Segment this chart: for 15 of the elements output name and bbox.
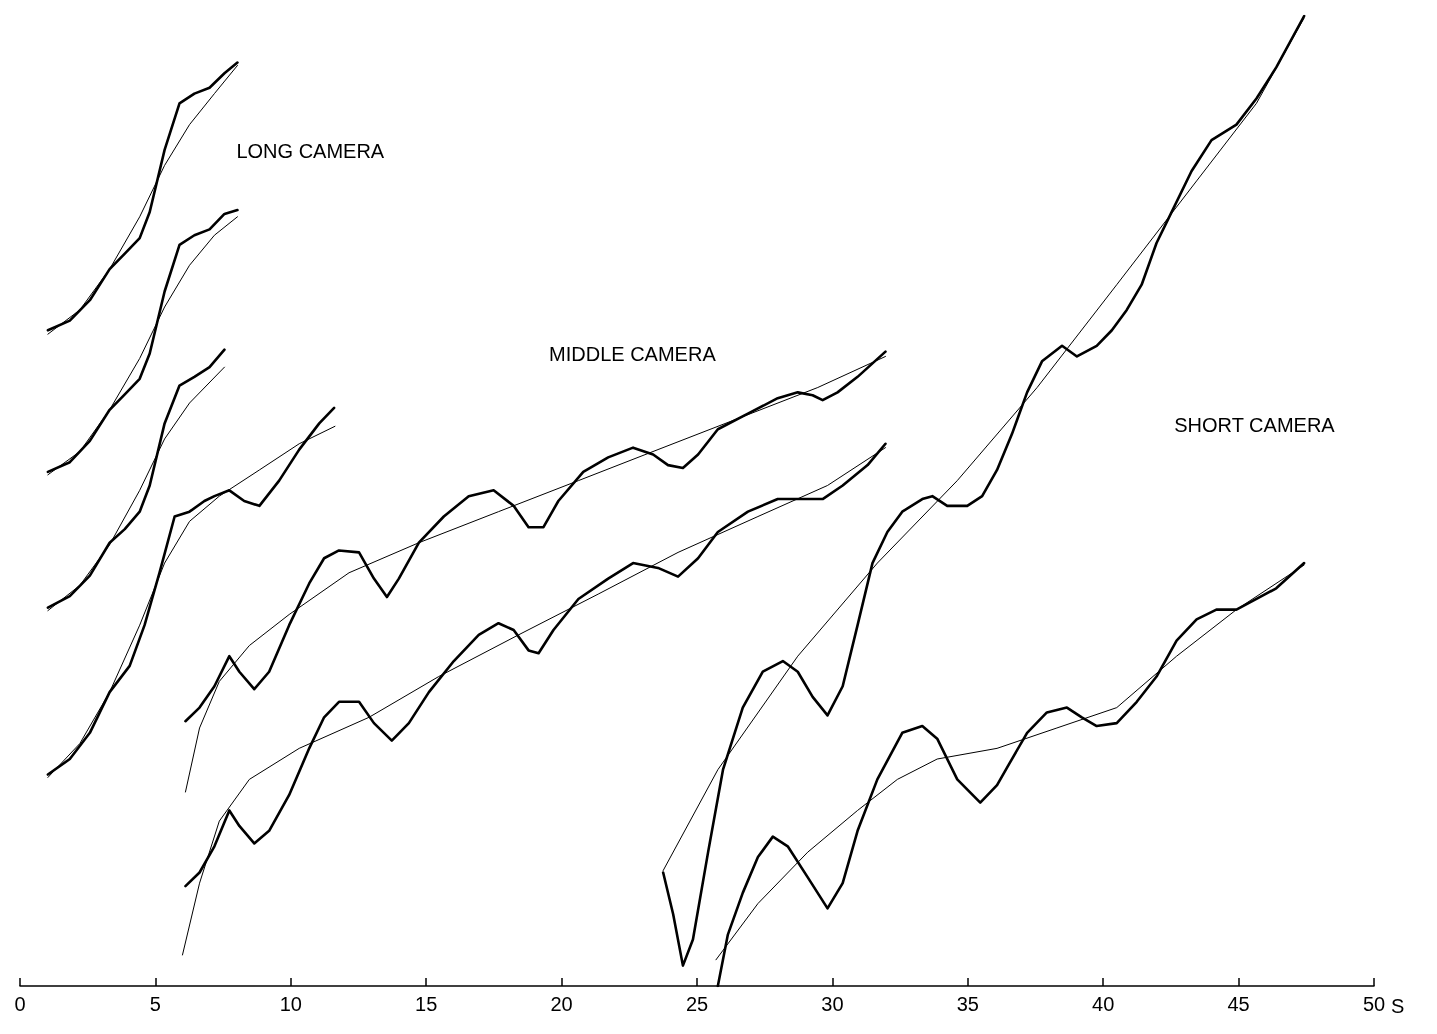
annotation: LONG CAMERA	[236, 139, 385, 162]
x-tick-label: 15	[415, 993, 438, 1015]
x-tick-label: 25	[685, 993, 709, 1015]
annotation: SHORT CAMERA	[1174, 414, 1336, 437]
x-tick-label: 30	[821, 993, 844, 1015]
x-tick-label: 40	[1092, 993, 1115, 1015]
x-tick-label: 0	[14, 993, 26, 1015]
x-axis-title: S	[1391, 995, 1405, 1017]
x-tick-label: 45	[1227, 993, 1250, 1015]
x-tick-label: 10	[279, 993, 302, 1015]
x-tick-label: 35	[956, 993, 979, 1015]
x-tick-label: 5	[149, 993, 161, 1015]
x-tick-label: 20	[550, 993, 573, 1015]
annotation: MIDDLE CAMERA	[549, 343, 717, 366]
x-tick-label: 50	[1362, 993, 1386, 1015]
